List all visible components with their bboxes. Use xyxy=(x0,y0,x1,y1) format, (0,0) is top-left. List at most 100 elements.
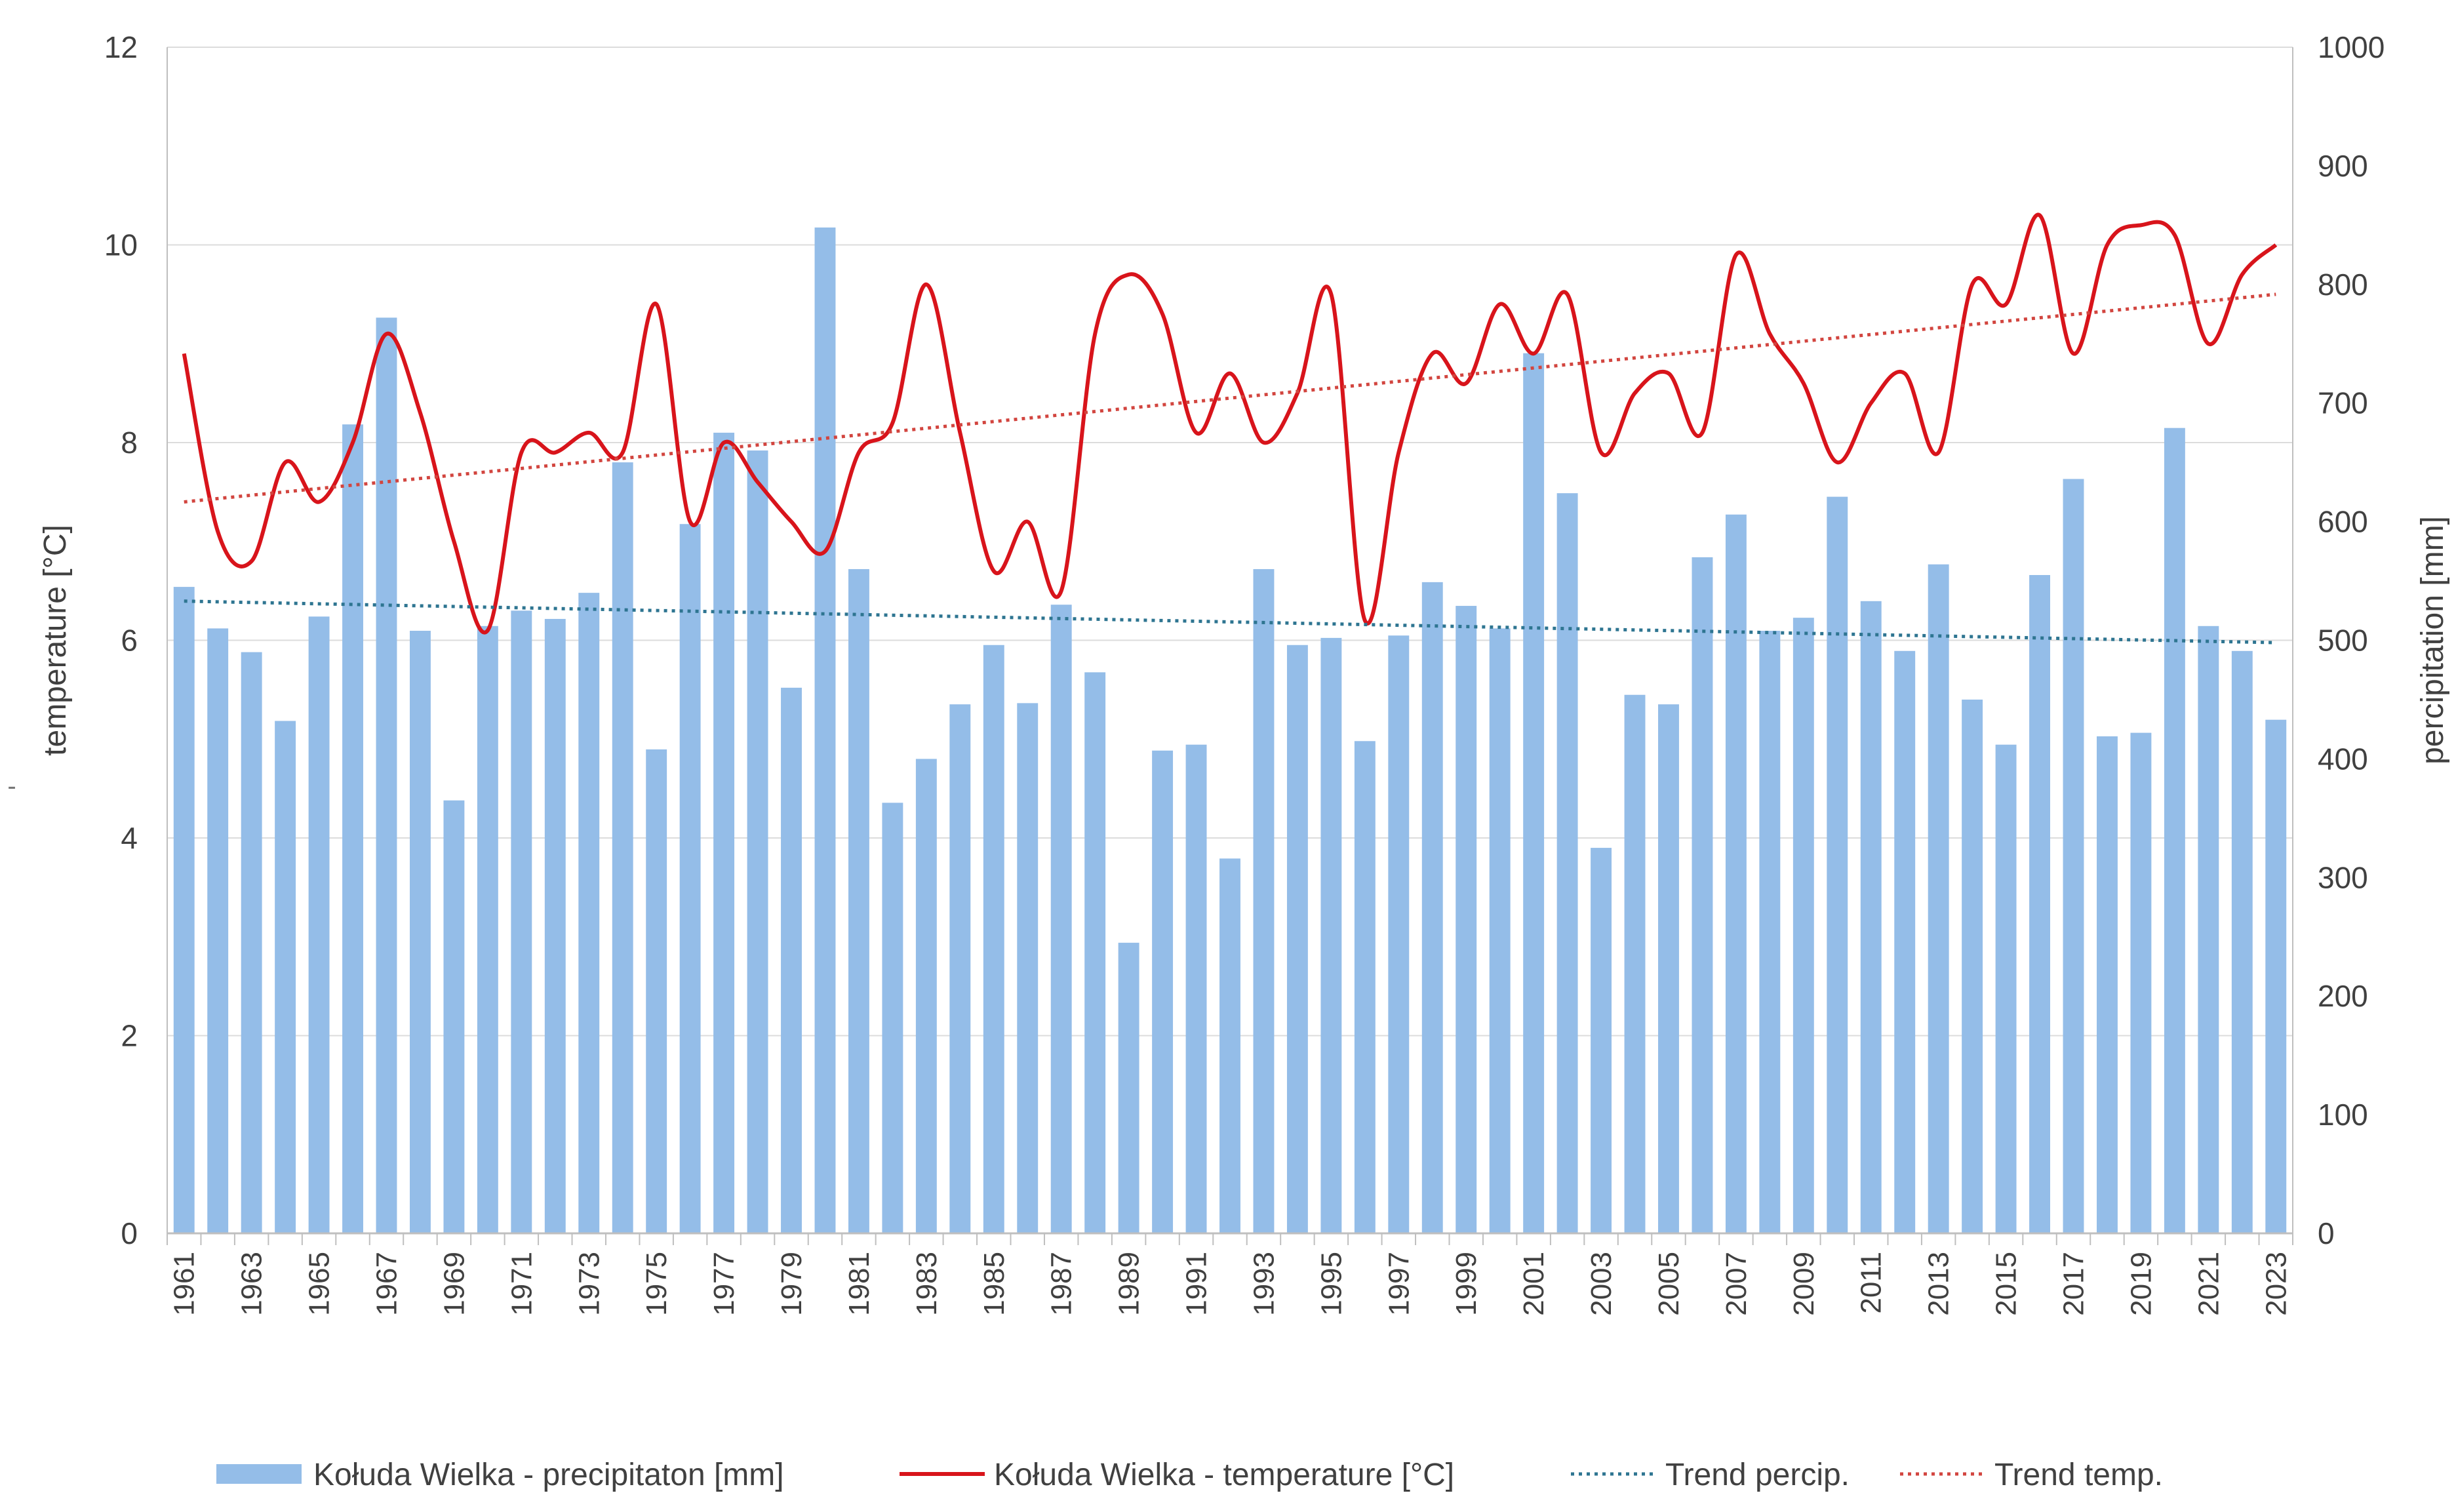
precip-bar-1981 xyxy=(848,568,869,1233)
x-tick-label: 1995 xyxy=(1315,1252,1347,1316)
precip-bar-1976 xyxy=(679,524,701,1233)
x-tick-label: 1969 xyxy=(438,1252,470,1316)
precipitation-bars xyxy=(173,227,2287,1234)
precip-bar-1969 xyxy=(443,800,465,1233)
precip-bar-1983 xyxy=(915,759,937,1233)
y-right-tick-label: 1000 xyxy=(2318,30,2385,64)
precip-bar-2018 xyxy=(2097,736,2118,1233)
x-tick-label: 2011 xyxy=(1855,1252,1888,1314)
x-tick-label: 1981 xyxy=(843,1252,875,1316)
x-tick-label: 2009 xyxy=(1788,1252,1820,1316)
precip-bar-2008 xyxy=(1759,631,1781,1233)
precip-bar-1999 xyxy=(1456,606,1477,1233)
precip-bar-1991 xyxy=(1185,744,1207,1233)
precip-bar-1972 xyxy=(544,618,566,1233)
x-tick-label: 2021 xyxy=(2192,1252,2225,1316)
precip-bar-1967 xyxy=(376,317,397,1233)
precip-bar-1977 xyxy=(713,432,735,1233)
y-right-tick-label: 700 xyxy=(2318,386,2368,420)
precip-bar-2015 xyxy=(1995,744,2017,1233)
x-tick-label: 1993 xyxy=(1248,1252,1280,1316)
y-right-tick-label: 100 xyxy=(2318,1098,2368,1132)
precip-bar-2002 xyxy=(1556,493,1578,1233)
precip-bar-1995 xyxy=(1320,637,1342,1233)
stray-mark: - xyxy=(7,772,16,801)
x-tick-label: 1999 xyxy=(1450,1252,1482,1316)
y-right-tick-label: 300 xyxy=(2318,860,2368,894)
precip-bar-2001 xyxy=(1523,353,1545,1234)
axes xyxy=(167,47,2293,1245)
temperature-line xyxy=(182,212,2278,635)
precip-bar-1970 xyxy=(477,626,498,1233)
x-tick-label: 1997 xyxy=(1383,1252,1415,1316)
x-tick-label: 1961 xyxy=(168,1252,201,1316)
x-tick-label: 2017 xyxy=(2058,1252,2090,1316)
precip-bar-1973 xyxy=(578,593,600,1233)
precip-bar-2005 xyxy=(1658,704,1679,1233)
y-left-axis-title: temperature [°C] xyxy=(38,525,73,756)
precip-bar-1962 xyxy=(207,628,229,1233)
precip-bar-1998 xyxy=(1421,582,1443,1233)
precip-bar-1987 xyxy=(1050,605,1072,1233)
precip-bar-2011 xyxy=(1860,601,1882,1233)
y-left-tick-label: 4 xyxy=(121,821,138,855)
x-tick-label: 2007 xyxy=(1720,1252,1753,1316)
y-left-tick-label: 6 xyxy=(121,624,138,658)
precip-bar-1968 xyxy=(409,631,431,1233)
precip-bar-2022 xyxy=(2231,650,2253,1233)
precip-bar-1979 xyxy=(781,687,802,1233)
precip-bar-1980 xyxy=(814,227,836,1233)
precip-bar-2009 xyxy=(1792,618,1814,1233)
y-left-tick-label: 10 xyxy=(104,228,138,262)
precip-bar-1982 xyxy=(882,803,903,1233)
precip-bar-1963 xyxy=(241,652,262,1233)
x-tick-label: 2001 xyxy=(1518,1252,1550,1316)
legend: Kołuda Wielka - precipitaton [mm] Kołuda … xyxy=(216,1458,2163,1492)
x-tick-label: 1971 xyxy=(505,1252,538,1316)
y-left-tick-label: 8 xyxy=(121,426,138,460)
y-right-tick-label: 900 xyxy=(2318,149,2368,183)
y-right-axis-title: percipitation [mm] xyxy=(2415,516,2450,765)
x-tick-label: 1965 xyxy=(304,1252,336,1316)
x-tick-label: 1989 xyxy=(1113,1252,1145,1316)
precip-bar-2016 xyxy=(2029,575,2051,1233)
precip-bar-1964 xyxy=(275,721,296,1233)
y-left-tick-label: 0 xyxy=(121,1216,138,1250)
x-tick-label: 1991 xyxy=(1181,1252,1213,1316)
y-right-tick-label: 200 xyxy=(2318,979,2368,1013)
precip-bar-2010 xyxy=(1827,496,1848,1233)
precip-bar-2021 xyxy=(2198,626,2219,1233)
precip-bar-2017 xyxy=(2063,479,2084,1233)
legend-swatch-precip xyxy=(216,1464,302,1484)
precip-bar-1997 xyxy=(1388,635,1410,1233)
x-tick-label: 2015 xyxy=(1991,1252,2023,1316)
y-right-tick-label: 0 xyxy=(2318,1216,2335,1250)
legend-label-trend-precip: Trend percip. xyxy=(1665,1458,1850,1492)
precip-bar-1974 xyxy=(612,462,633,1233)
precip-bar-1966 xyxy=(342,424,363,1234)
precip-bar-2014 xyxy=(1962,699,1983,1233)
precip-bar-2012 xyxy=(1894,650,1916,1233)
y-left-tick-label: 2 xyxy=(121,1019,138,1053)
precip-bar-1978 xyxy=(747,450,768,1233)
y-left-tick-label: 12 xyxy=(104,30,138,64)
legend-label-precip: Kołuda Wielka - precipitaton [mm] xyxy=(313,1458,784,1492)
precip-bar-1992 xyxy=(1219,858,1240,1233)
x-tick-label: 2005 xyxy=(1653,1252,1685,1316)
legend-label-temperature: Kołuda Wielka - temperature [°C] xyxy=(994,1458,1454,1492)
x-tick-label: 1983 xyxy=(911,1252,943,1316)
precip-bar-1993 xyxy=(1253,568,1275,1233)
x-tick-label: 2023 xyxy=(2260,1252,2292,1316)
precip-bar-1994 xyxy=(1286,645,1308,1233)
precip-bar-2003 xyxy=(1591,848,1612,1233)
y-right-tick-label: 500 xyxy=(2318,624,2368,658)
precip-bar-2000 xyxy=(1489,628,1511,1233)
precip-bar-2006 xyxy=(1692,557,1713,1233)
precip-bar-2020 xyxy=(2164,428,2185,1234)
y-right-tick-label: 800 xyxy=(2318,268,2368,302)
line-series xyxy=(182,212,2278,645)
x-tick-label: 2013 xyxy=(1923,1252,1955,1316)
precip-bar-1990 xyxy=(1152,750,1174,1233)
precip-bar-1985 xyxy=(983,645,1004,1233)
